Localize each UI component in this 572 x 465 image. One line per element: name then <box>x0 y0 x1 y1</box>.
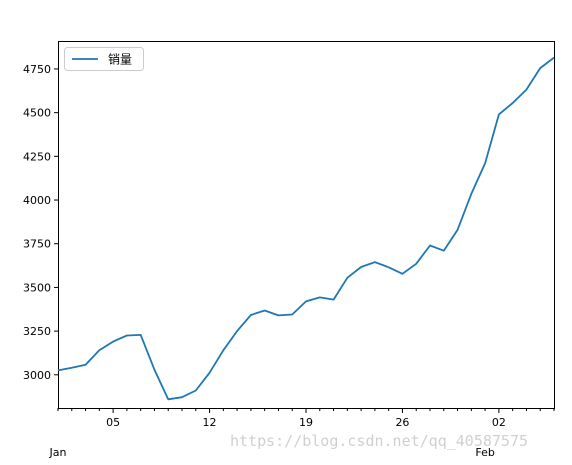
plot-frame <box>58 41 555 409</box>
x-tick-label: 12 <box>203 416 217 429</box>
y-tick-label: 4750 <box>23 63 51 76</box>
y-tick-label: 4250 <box>23 150 51 163</box>
x-tick-label: 19 <box>299 416 313 429</box>
y-tick-label: 3750 <box>23 238 51 251</box>
series-line <box>57 56 555 401</box>
y-tick-label: 4000 <box>23 194 51 207</box>
x-tick-label: 26 <box>395 416 409 429</box>
legend-label: 销量 <box>108 53 132 67</box>
y-tick-label: 3500 <box>23 281 51 294</box>
y-tick-label: 4500 <box>23 107 51 120</box>
x-tick-label: 05 <box>106 416 120 429</box>
x-tick-label: 02 <box>492 416 506 429</box>
x-month-label: Feb <box>475 446 494 459</box>
x-month-label: Jan <box>49 446 67 459</box>
x-axis: 05 12 19 26 02 Jan Feb <box>49 408 555 459</box>
legend-box <box>64 47 144 71</box>
watermark-text: https://blog.csdn.net/qq_40587575 <box>230 432 529 450</box>
series-layer <box>57 56 555 401</box>
y-tick-label: 3000 <box>23 369 51 382</box>
legend: 销量 <box>64 47 144 71</box>
y-axis: 3000 3250 3500 3750 4000 4250 4500 4750 <box>23 63 58 382</box>
y-tick-label: 3250 <box>23 325 51 338</box>
